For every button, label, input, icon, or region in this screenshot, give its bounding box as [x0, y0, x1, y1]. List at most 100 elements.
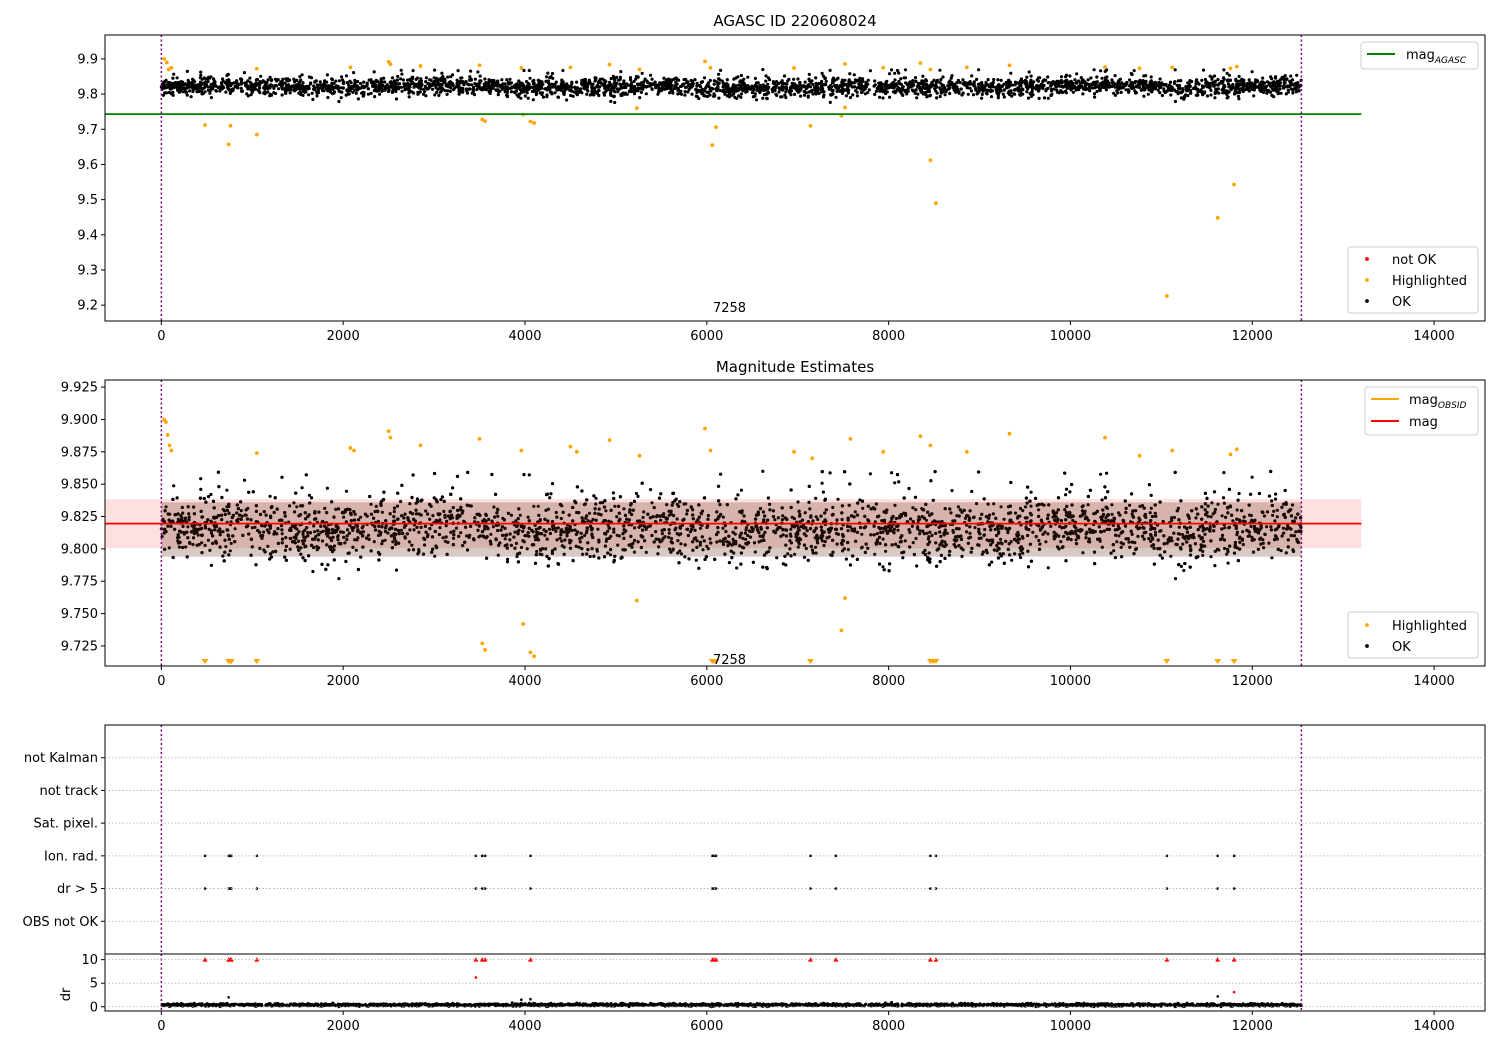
ok-point [199, 73, 203, 77]
highlighted-point [203, 123, 207, 127]
ok-point [353, 81, 357, 85]
ok-point [807, 72, 811, 76]
ok-point [1013, 88, 1017, 92]
ok-point [381, 83, 385, 87]
ok-point [299, 78, 303, 82]
ok-point [650, 77, 654, 81]
ok-point [445, 92, 449, 96]
ok-point [321, 86, 325, 90]
ok-point [884, 85, 888, 89]
ok-point [804, 91, 808, 95]
ok-point [741, 88, 745, 92]
ok-point [359, 81, 363, 86]
ok-point [478, 74, 482, 78]
ok-point [1113, 82, 1117, 86]
ok-point [172, 72, 176, 76]
ok-point [454, 85, 459, 89]
ok-point [531, 86, 535, 90]
ok-point [686, 90, 690, 94]
ok-point [1227, 84, 1232, 88]
ok-point [508, 77, 512, 81]
ok-point [1213, 96, 1217, 100]
ok-point [662, 76, 666, 80]
ok-point [639, 87, 643, 91]
ok-point [1157, 80, 1161, 85]
ok-point [239, 86, 243, 90]
ok-point [632, 79, 636, 84]
ok-point [320, 88, 325, 93]
ok-point [401, 78, 405, 82]
ok-point [674, 85, 678, 89]
ok-point [274, 91, 278, 96]
ok-point [942, 86, 946, 90]
ok-point [478, 81, 482, 85]
y-tick-label: 9.7 [77, 123, 98, 138]
ok-point [424, 76, 428, 80]
ok-point [544, 75, 549, 79]
ok-point [1148, 80, 1152, 84]
ok-point [318, 80, 322, 84]
ok-point [1049, 84, 1053, 88]
ok-point [1255, 85, 1259, 89]
ok-point [549, 91, 554, 95]
ok-point [399, 68, 403, 72]
ok-point [834, 95, 838, 99]
ok-point [996, 78, 1000, 82]
ok-point [424, 80, 428, 84]
ok-point [1271, 81, 1275, 85]
ok-point [199, 70, 203, 74]
highlighted-point [1137, 66, 1142, 71]
ok-point [266, 90, 270, 94]
ok-point [288, 85, 293, 89]
ok-point [1019, 91, 1023, 95]
ok-point [831, 88, 835, 92]
ok-point [307, 75, 311, 79]
ok-point [1187, 88, 1191, 92]
ok-point [526, 96, 530, 100]
ok-point [1100, 76, 1104, 80]
ok-point [636, 83, 640, 87]
ok-point [535, 88, 539, 92]
highlighted-point [418, 64, 423, 68]
x-tick-label: 8000 [872, 329, 905, 344]
ok-point [649, 73, 653, 77]
ok-point [814, 76, 818, 80]
ok-point [330, 77, 334, 81]
ok-point [914, 88, 918, 92]
highlighted-point [169, 65, 174, 70]
ok-point [273, 77, 278, 81]
ok-point [560, 78, 564, 82]
ok-point [609, 77, 613, 81]
ok-point [1025, 75, 1029, 79]
ok-point [203, 83, 207, 87]
ok-point [181, 80, 185, 84]
ok-point [759, 84, 763, 88]
ok-point [495, 79, 500, 83]
ok-point [424, 94, 428, 98]
ok-point [784, 95, 788, 100]
ok-point [898, 89, 902, 93]
ok-point [915, 96, 919, 100]
ok-point [1046, 81, 1050, 85]
ok-point [340, 75, 344, 79]
ok-point [570, 85, 574, 89]
ok-point [1054, 80, 1059, 84]
ok-point [1059, 75, 1064, 79]
ok-point [1273, 85, 1277, 89]
ok-point [916, 92, 920, 96]
ok-point [451, 73, 455, 77]
ok-point [884, 91, 888, 96]
ok-point [878, 95, 882, 99]
ok-point [522, 68, 526, 73]
ok-point [430, 87, 435, 91]
ok-point [868, 69, 873, 73]
ok-point [473, 82, 477, 86]
ok-point [613, 100, 617, 105]
ok-point [258, 91, 262, 95]
ok-point [535, 91, 539, 96]
ok-point [1013, 80, 1018, 84]
ok-point [1270, 77, 1274, 81]
ok-point [1201, 68, 1206, 72]
ok-point [1084, 86, 1088, 90]
ok-point [200, 89, 204, 93]
